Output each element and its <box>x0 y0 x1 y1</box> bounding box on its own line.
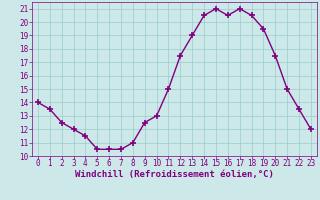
X-axis label: Windchill (Refroidissement éolien,°C): Windchill (Refroidissement éolien,°C) <box>75 170 274 179</box>
